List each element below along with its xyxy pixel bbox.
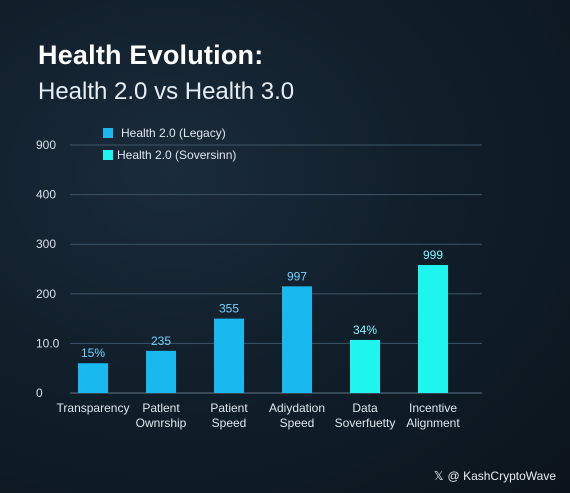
legend-swatch bbox=[103, 150, 113, 160]
value-labels: 15% 235 355 997 34% 999 bbox=[81, 248, 443, 360]
bar bbox=[350, 339, 380, 393]
x-category-label: Adiydation bbox=[269, 401, 325, 415]
legend-swatch bbox=[103, 128, 113, 138]
x-category-label: Patient bbox=[210, 401, 248, 415]
bar-value-label: 997 bbox=[287, 269, 307, 283]
bar-value-label: 999 bbox=[423, 248, 443, 262]
bar-value-label: 235 bbox=[151, 334, 171, 348]
legend-label: Health 2.0 (Soversinn) bbox=[117, 148, 236, 162]
legend-label: Health 2.0 (Legacy) bbox=[121, 126, 226, 140]
x-category-label: Transparency bbox=[57, 401, 130, 415]
x-axis-labels: Transparency PatlentOwnrshipPatientSpeedA… bbox=[57, 401, 461, 430]
bar-value-label: 15% bbox=[81, 346, 105, 360]
y-tick-label: 400 bbox=[36, 188, 56, 202]
x-category-label: Ownrship bbox=[136, 416, 187, 430]
bars bbox=[78, 265, 448, 393]
watermark: 𝕏 @ KashCryptoWave bbox=[434, 469, 556, 483]
x-category-label: Speed bbox=[280, 416, 315, 430]
y-tick-label: 900 bbox=[36, 138, 56, 152]
x-category-label: Data bbox=[352, 401, 378, 415]
bar-value-label: 355 bbox=[219, 302, 239, 316]
bar bbox=[214, 318, 244, 393]
bar bbox=[78, 363, 108, 393]
y-tick-label: 200 bbox=[36, 287, 56, 301]
y-axis-ticks: 0 10.0 200 300 400 900 bbox=[36, 138, 60, 400]
x-category-label: Speed bbox=[212, 416, 247, 430]
y-tick-label: 300 bbox=[36, 237, 56, 251]
bar bbox=[418, 265, 448, 393]
x-category-label: Alignment bbox=[406, 416, 460, 430]
watermark-text: @ KashCryptoWave bbox=[447, 469, 556, 483]
x-logo-icon: 𝕏 bbox=[433, 469, 444, 483]
chart-title: Health Evolution: bbox=[38, 40, 264, 70]
legend: Health 2.0 (Legacy) Health 2.0 (Soversinn… bbox=[103, 126, 236, 162]
x-category-label: Incentive bbox=[409, 401, 457, 415]
x-category-label: Soverfuetty bbox=[335, 416, 396, 430]
y-tick-label: 10.0 bbox=[36, 336, 60, 350]
y-tick-label: 0 bbox=[36, 386, 43, 400]
bar bbox=[282, 286, 312, 393]
bar-value-label: 34% bbox=[353, 323, 377, 337]
chart-subtitle: Health 2.0 vs Health 3.0 bbox=[38, 78, 295, 105]
bar bbox=[146, 350, 176, 393]
x-category-label: Patlent bbox=[142, 401, 180, 415]
gridlines bbox=[70, 144, 482, 394]
